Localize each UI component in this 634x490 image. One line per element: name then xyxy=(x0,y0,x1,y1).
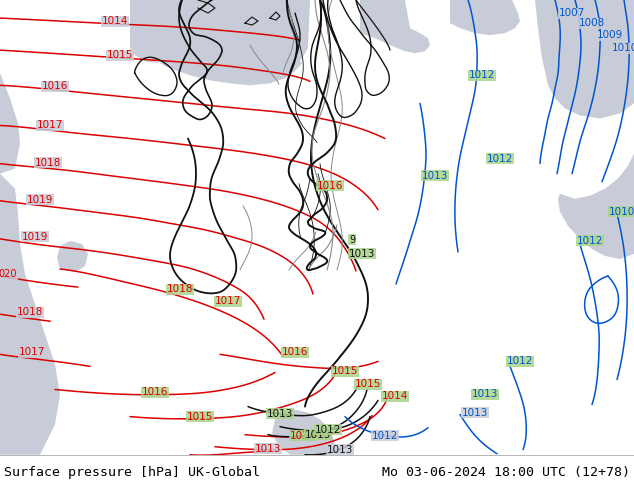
Text: 1013: 1013 xyxy=(327,445,353,455)
Polygon shape xyxy=(360,0,430,53)
Text: 020: 020 xyxy=(0,269,17,279)
Text: 1016: 1016 xyxy=(42,81,68,91)
Polygon shape xyxy=(0,0,20,173)
Text: 1015: 1015 xyxy=(355,379,381,390)
Text: 1012: 1012 xyxy=(372,431,398,441)
Text: Mo 03-06-2024 18:00 UTC (12+78): Mo 03-06-2024 18:00 UTC (12+78) xyxy=(382,466,630,479)
Text: 1010: 1010 xyxy=(612,43,634,53)
Text: 1013: 1013 xyxy=(349,249,375,259)
Text: 1010: 1010 xyxy=(609,207,634,217)
Text: 1012: 1012 xyxy=(469,70,495,80)
Text: 1007: 1007 xyxy=(559,8,585,18)
Text: 1014: 1014 xyxy=(102,16,128,26)
Text: 1015: 1015 xyxy=(107,50,133,60)
Text: 1015: 1015 xyxy=(187,412,213,421)
Text: 1018: 1018 xyxy=(35,158,61,168)
Polygon shape xyxy=(130,41,302,85)
Text: 1014: 1014 xyxy=(290,431,316,441)
Text: 1013: 1013 xyxy=(267,409,293,418)
Text: 1013: 1013 xyxy=(472,390,498,399)
Text: 1016: 1016 xyxy=(317,181,343,191)
Text: 1012: 1012 xyxy=(507,356,533,367)
Text: 1016: 1016 xyxy=(142,388,168,397)
Polygon shape xyxy=(450,0,520,35)
Polygon shape xyxy=(0,173,60,455)
Text: 1012: 1012 xyxy=(315,425,341,435)
Text: 1012: 1012 xyxy=(487,153,513,164)
Text: 1017: 1017 xyxy=(19,347,45,357)
Text: 1017: 1017 xyxy=(37,121,63,130)
Text: 1014: 1014 xyxy=(382,392,408,401)
Polygon shape xyxy=(272,410,335,455)
Text: Surface pressure [hPa] UK-Global: Surface pressure [hPa] UK-Global xyxy=(4,466,260,479)
Text: 1018: 1018 xyxy=(17,307,43,317)
Polygon shape xyxy=(450,0,634,119)
Text: 1017: 1017 xyxy=(215,296,241,306)
Text: 1018: 1018 xyxy=(167,284,193,294)
Text: 1012: 1012 xyxy=(577,236,603,246)
Text: 9: 9 xyxy=(349,235,355,245)
Text: 1016: 1016 xyxy=(281,347,308,357)
Text: 1013: 1013 xyxy=(462,408,488,417)
Text: 1019: 1019 xyxy=(22,232,48,242)
Text: 1013: 1013 xyxy=(422,171,448,181)
Text: 1015: 1015 xyxy=(332,367,358,376)
Polygon shape xyxy=(558,153,634,259)
Text: 1013: 1013 xyxy=(305,430,331,440)
Text: 1009: 1009 xyxy=(597,30,623,40)
Text: 1008: 1008 xyxy=(579,18,605,28)
Polygon shape xyxy=(57,241,88,272)
Text: 1019: 1019 xyxy=(27,195,53,205)
Text: 1013: 1013 xyxy=(255,444,281,454)
Polygon shape xyxy=(130,0,310,78)
